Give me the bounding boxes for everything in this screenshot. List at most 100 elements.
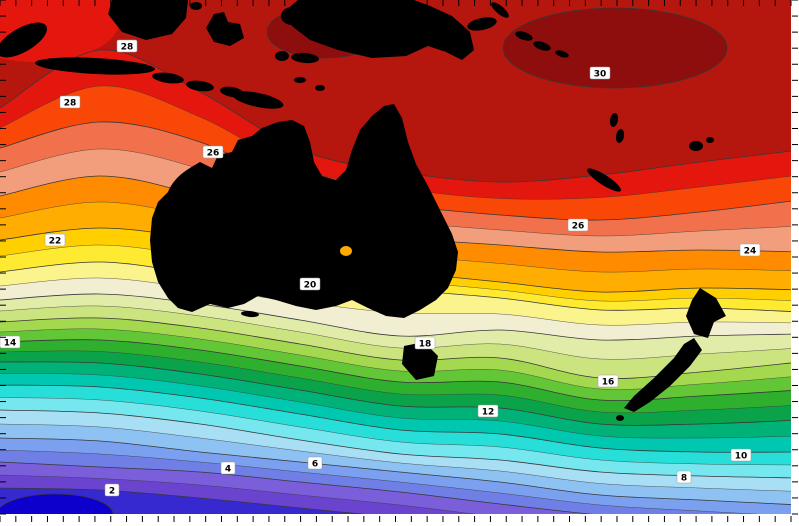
- landmass-vanuatu-2: [615, 129, 625, 143]
- landmass-new-britain: [467, 17, 497, 31]
- contour-label-value: 30: [594, 70, 607, 80]
- contour-label-value: 16: [602, 378, 615, 388]
- landmass-australia: [150, 104, 458, 318]
- bottom-margin: [0, 514, 799, 526]
- isotherm-17: [0, 305, 791, 360]
- isotherm-7: [0, 423, 791, 492]
- landmass-seram: [291, 52, 319, 64]
- contour-label: 24: [739, 243, 761, 257]
- contour-label: 2: [104, 483, 120, 497]
- contour-label-box: [730, 448, 752, 462]
- landmass-lombok-chain-1: [152, 72, 184, 84]
- contour-label: 30: [589, 66, 611, 80]
- contour-labels-layer: 28 28 30 26 26 24 22 20 18 16 14 12 10 8 6 4 2: [0, 39, 761, 497]
- isotherm-10: [0, 384, 791, 453]
- contour-label: 12: [477, 404, 499, 418]
- contour-label-box: [739, 243, 761, 257]
- contour-label-box: [0, 335, 21, 349]
- landmass-new-zealand-south-island: [624, 338, 702, 412]
- landmass-fiji-2: [706, 137, 714, 143]
- contour-label: 8: [676, 470, 692, 484]
- landmass-fiji-1: [689, 141, 703, 151]
- landmass-buru: [275, 51, 289, 61]
- isotherm-4: [0, 461, 594, 514]
- landmass-tasmania: [402, 342, 438, 380]
- landmass-vanuatu-1: [609, 113, 619, 127]
- contour-label-box: [307, 456, 323, 470]
- contour-label-value: 28: [121, 43, 134, 53]
- contour-label: 26: [202, 145, 224, 159]
- landmass-sumatra-tip: [0, 22, 47, 58]
- isotherm-14: [0, 339, 791, 402]
- contour-label-value: 6: [312, 460, 318, 470]
- landmass-solomons-3: [555, 50, 569, 58]
- landmass-stewart-island: [616, 415, 624, 421]
- contour-label-value: 12: [482, 408, 495, 418]
- contour-label-value: 8: [681, 474, 687, 484]
- contour-label-value: 14: [4, 339, 17, 349]
- land-layer: [0, 0, 726, 421]
- landmass-new-caledonia: [587, 168, 621, 192]
- contour-label: 18: [414, 336, 436, 350]
- contour-label-value: 18: [419, 340, 432, 350]
- contour-label: 6: [307, 456, 323, 470]
- landmass-new-zealand-north-island: [686, 288, 726, 338]
- isotherm-13: [0, 350, 791, 414]
- contour-label-box: [414, 336, 436, 350]
- contour-lines-layer: [0, 49, 791, 514]
- isotherm-15: [0, 328, 791, 390]
- isotherm-11: [0, 373, 791, 439]
- inland-warm-speck: [340, 246, 352, 256]
- contour-label-box: [597, 374, 619, 388]
- isotherm-12: [0, 361, 791, 426]
- contour-label: 20: [299, 277, 321, 291]
- contour-label-box: [116, 39, 138, 53]
- landmass-kei-speck: [315, 85, 325, 91]
- contour-label-value: 20: [304, 281, 317, 291]
- contour-label-value: 4: [225, 465, 231, 475]
- contour-label-box: [59, 95, 81, 109]
- landmass-lombok-chain-2: [186, 80, 214, 92]
- contour-label: 28: [116, 39, 138, 53]
- contour-label: 14: [0, 335, 21, 349]
- contour-label-value: 10: [735, 452, 748, 462]
- contour-label-value: 26: [572, 222, 585, 232]
- cold-pool-under-2: [0, 493, 114, 514]
- contour-label: 26: [567, 218, 589, 232]
- isotherm-3: [0, 474, 477, 514]
- landmass-new-ireland: [491, 2, 509, 18]
- landmass-aru-speck: [294, 77, 306, 83]
- landmass-timor: [232, 91, 284, 109]
- contour-label-box: [299, 277, 321, 291]
- isotherm-18: [0, 293, 791, 341]
- landmass-borneo-south: [108, 0, 188, 40]
- contour-label-box: [104, 483, 120, 497]
- contour-label-box: [44, 233, 66, 247]
- landmass-java: [35, 57, 155, 75]
- contour-label-box: [567, 218, 589, 232]
- isotherm-9: [0, 397, 791, 466]
- isotherm-2: [0, 487, 366, 514]
- contour-label: 28: [59, 95, 81, 109]
- landmass-top-speck: [190, 2, 202, 10]
- landmass-solomons-2: [533, 41, 551, 51]
- isotherm-6: [0, 437, 791, 505]
- contour-label-box: [477, 404, 499, 418]
- contour-label: 16: [597, 374, 619, 388]
- contour-label-box: [589, 66, 611, 80]
- contour-label: 4: [220, 461, 236, 475]
- landmass-solomons-1: [515, 31, 533, 41]
- contour-label: 22: [44, 233, 66, 247]
- contour-label-value: 22: [49, 237, 62, 247]
- contour-label-value: 28: [64, 99, 77, 109]
- contour-label: 10: [730, 448, 752, 462]
- right-margin: [791, 0, 799, 526]
- contour-label-value: 26: [207, 149, 220, 159]
- landmass-halmahera: [281, 7, 303, 25]
- contour-label-value: 2: [109, 487, 115, 497]
- contour-label-value: 24: [744, 247, 757, 257]
- warm-pool-over-30-east: [502, 7, 728, 89]
